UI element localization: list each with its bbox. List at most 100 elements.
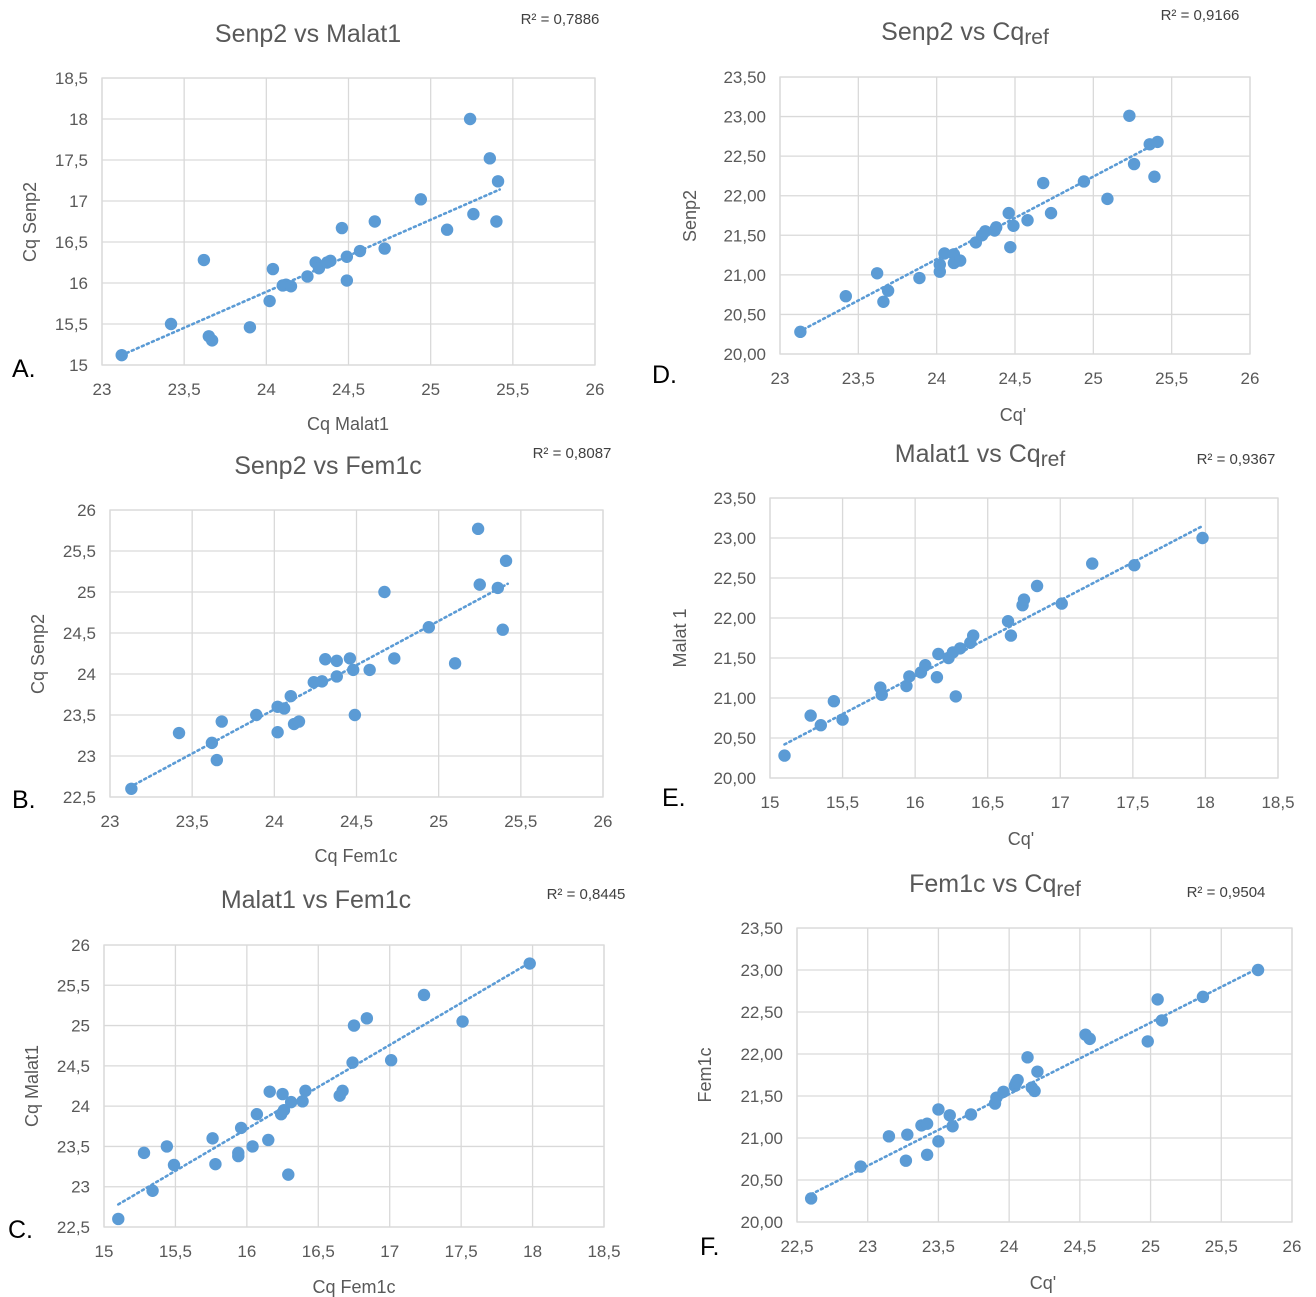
data-point (164, 317, 178, 331)
data-point (877, 295, 890, 308)
chart-panel-3: 15 15,5 16 16,5 17 17,5 18 18,5 22,5 23 23,5 24 24,5… (8, 886, 625, 1297)
data-point (870, 267, 884, 280)
x-tick-label: 26 (1241, 369, 1260, 388)
y-tick-label: 23,5 (63, 706, 96, 725)
data-point (1196, 531, 1209, 545)
data-point (1021, 214, 1034, 227)
data-point (483, 152, 497, 165)
data-point (115, 348, 128, 362)
data-point (900, 679, 913, 693)
data-point (1123, 109, 1136, 122)
x-tick-label: 18 (523, 1242, 542, 1261)
data-point (284, 280, 298, 293)
data-point (206, 1132, 219, 1145)
data-point (125, 782, 138, 795)
data-point (205, 334, 219, 347)
data-point (234, 1121, 248, 1135)
data-point (243, 321, 257, 334)
chart-title: Senp2 vs Cqref (881, 18, 1049, 49)
x-tick-label: 16,5 (302, 1242, 335, 1261)
x-axis-label: Cq Fem1c (312, 1277, 395, 1297)
x-tick-label: 25 (421, 380, 440, 399)
y-tick-label: 25 (71, 1017, 90, 1036)
x-axis-label: Cq' (1000, 405, 1026, 425)
data-point (1151, 993, 1164, 1006)
y-tick-label: 23,00 (740, 961, 783, 980)
data-point (1017, 593, 1031, 606)
data-point (949, 690, 962, 703)
x-tick-label: 23 (101, 812, 120, 831)
data-point (197, 253, 211, 267)
panel-letter: B. (12, 786, 36, 814)
y-tick-label: 21,50 (723, 226, 766, 245)
data-point (499, 554, 513, 568)
data-point (1086, 557, 1099, 570)
data-point (330, 654, 343, 668)
data-point (363, 663, 376, 677)
trendline (116, 961, 532, 1206)
data-point (1077, 175, 1091, 188)
y-tick-label: 22,5 (57, 1218, 90, 1237)
y-axis-label: Malat 1 (670, 608, 690, 667)
chart-title-main: Senp2 vs Cq (881, 18, 1024, 46)
data-point (491, 581, 505, 595)
data-point (491, 175, 505, 188)
y-tick-label: 20,00 (713, 769, 756, 788)
data-point (1101, 192, 1114, 206)
data-point (1127, 157, 1141, 171)
y-tick-label: 23,50 (713, 489, 756, 508)
y-tick-label: 17 (69, 192, 88, 211)
x-tick-label: 17 (380, 1242, 399, 1261)
data-point (463, 112, 477, 126)
data-point (246, 1140, 259, 1153)
plot-area (109, 509, 604, 798)
data-point (343, 652, 357, 665)
panel-letter: E. (662, 784, 686, 812)
x-tick-label: 23,5 (176, 812, 209, 831)
data-point (1004, 629, 1018, 642)
y-axis-label: Cq Senp2 (20, 182, 40, 262)
y-tick-label: 20,50 (713, 729, 756, 748)
data-point (1011, 1073, 1024, 1087)
data-point (440, 223, 454, 236)
data-point (827, 695, 841, 708)
data-point (324, 254, 337, 268)
data-point (967, 629, 980, 642)
y-tick-label: 22,00 (740, 1045, 783, 1064)
data-point (1196, 990, 1210, 1004)
data-point (160, 1140, 174, 1153)
y-tick-label: 24 (71, 1097, 90, 1116)
chart-title: Fem1c vs Cqref (909, 870, 1081, 901)
r-squared-label: R² = 0,9367 (1197, 451, 1276, 468)
y-axis-label: Cq Malat1 (22, 1045, 42, 1127)
chart-title-subscript: ref (1041, 448, 1066, 471)
y-tick-label: 25,5 (63, 542, 96, 561)
data-point (778, 749, 791, 762)
chart-panel-6: 22,5 23 23,5 24 24,5 25 25,5 26 20,00 20,50 21,00 2… (695, 870, 1301, 1293)
data-point (348, 708, 362, 722)
x-tick-label: 25,5 (1155, 369, 1188, 388)
data-point (137, 1146, 151, 1160)
y-tick-label: 18 (69, 110, 88, 129)
x-tick-label: 24 (265, 812, 284, 831)
y-axis-label: Senp2 (680, 190, 700, 242)
chart-panel-4: 23 23,5 24 24,5 25 25,5 26 20,00 20,50 21,00 21,50… (652, 7, 1259, 425)
data-point (378, 242, 391, 255)
data-point (347, 663, 360, 677)
y-tick-label: 15 (69, 356, 88, 375)
x-tick-label: 17,5 (1116, 793, 1149, 812)
data-point (794, 325, 807, 339)
x-tick-label: 24,5 (332, 380, 365, 399)
x-tick-label: 24 (257, 380, 276, 399)
y-tick-label: 22,50 (740, 1003, 783, 1022)
data-point (979, 225, 992, 238)
x-tick-label: 23 (858, 1237, 877, 1256)
data-point (997, 1085, 1010, 1099)
data-point (384, 1054, 398, 1067)
data-point (990, 221, 1003, 234)
data-point (946, 1120, 959, 1133)
y-tick-label: 21,50 (713, 649, 756, 668)
plot-area (796, 927, 1293, 1223)
x-axis-label: Cq' (1030, 1273, 1056, 1293)
x-tick-label: 15 (761, 793, 780, 812)
